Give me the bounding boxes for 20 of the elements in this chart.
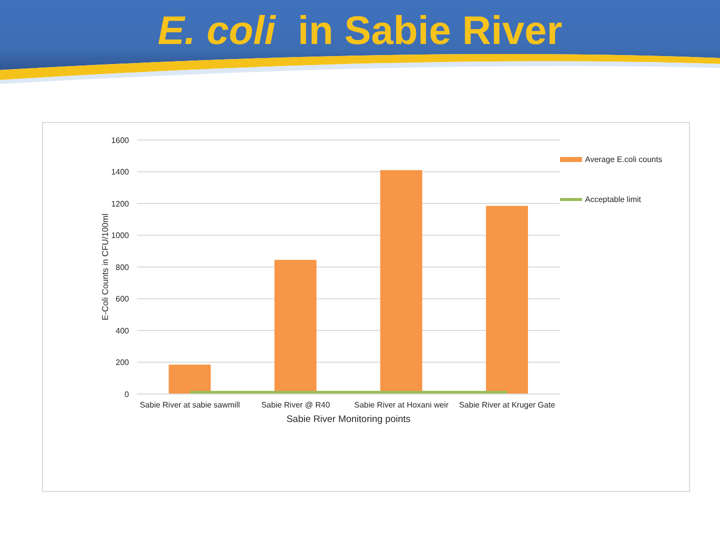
x-tick-label: Sabie River at Hoxani weir [354, 400, 449, 410]
x-tick-label: Sabie River at Kruger Gate [459, 400, 556, 410]
x-tick-label: Sabie River @ R40 [261, 400, 330, 410]
y-axis-title: E-Coli Counts in CFU/100ml [100, 214, 110, 320]
bar [168, 364, 211, 394]
y-tick-label: 1400 [111, 168, 130, 177]
y-tick-label: 400 [116, 326, 130, 336]
x-tick-label: Sabie River at sabie sawmill [140, 400, 240, 410]
x-axis-title: Sabie River Monitoring points [286, 414, 411, 425]
y-tick-label: 600 [116, 294, 130, 304]
y-tick-label: 800 [116, 262, 130, 272]
y-tick-label: 1200 [111, 199, 130, 208]
y-tick-label: 0 [124, 390, 130, 399]
chart-title: E. coli in Sabie River [158, 9, 562, 53]
y-tick-label: 1600 [111, 136, 130, 145]
y-tick-label: 1000 [111, 231, 130, 240]
y-tick-label: 200 [116, 358, 130, 368]
legend-label: Average E.coli counts [585, 154, 662, 164]
legend-label: Acceptable limit [585, 194, 642, 204]
bar [486, 206, 528, 394]
